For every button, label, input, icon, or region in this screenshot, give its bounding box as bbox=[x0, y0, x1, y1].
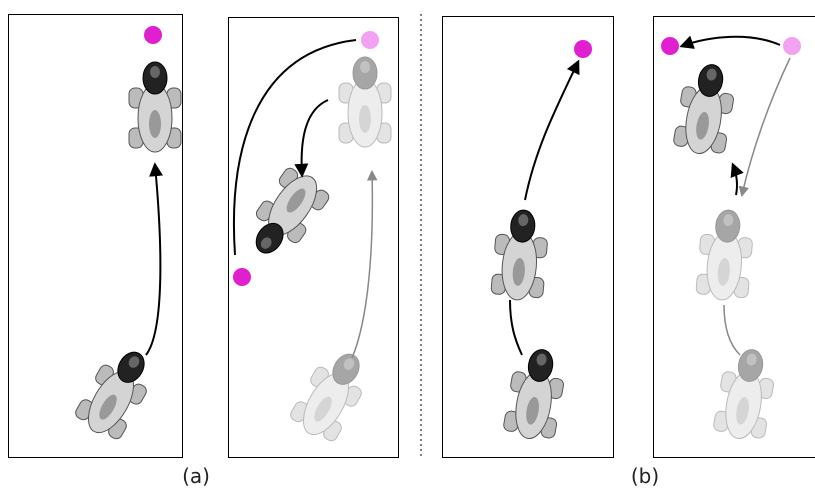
robot bbox=[338, 56, 392, 148]
panel bbox=[653, 16, 815, 458]
robot bbox=[70, 339, 163, 445]
path-arrow bbox=[730, 162, 744, 196]
ball bbox=[233, 268, 251, 286]
path-arrow bbox=[738, 57, 791, 198]
path-arrow bbox=[679, 35, 781, 49]
robot bbox=[238, 162, 334, 267]
ball bbox=[361, 31, 379, 49]
path-line bbox=[723, 304, 741, 356]
ball bbox=[783, 37, 801, 55]
panel bbox=[228, 17, 399, 458]
path-arrow bbox=[351, 169, 378, 359]
robot bbox=[694, 207, 756, 303]
robot bbox=[711, 344, 780, 444]
path-line bbox=[509, 299, 523, 356]
ball bbox=[574, 40, 592, 58]
ball bbox=[661, 37, 679, 55]
path-arrow bbox=[524, 59, 580, 201]
robot bbox=[501, 344, 570, 444]
caption-label: (a) bbox=[182, 464, 210, 488]
robot bbox=[489, 207, 551, 303]
robot bbox=[285, 341, 378, 447]
path-arrow bbox=[294, 99, 329, 178]
ball bbox=[144, 26, 162, 44]
robot bbox=[128, 61, 182, 153]
caption-label: (b) bbox=[631, 464, 659, 488]
path-line bbox=[232, 39, 357, 256]
path-arrow bbox=[145, 162, 164, 356]
panel bbox=[442, 16, 614, 458]
robot bbox=[671, 59, 740, 159]
panel bbox=[8, 14, 183, 458]
